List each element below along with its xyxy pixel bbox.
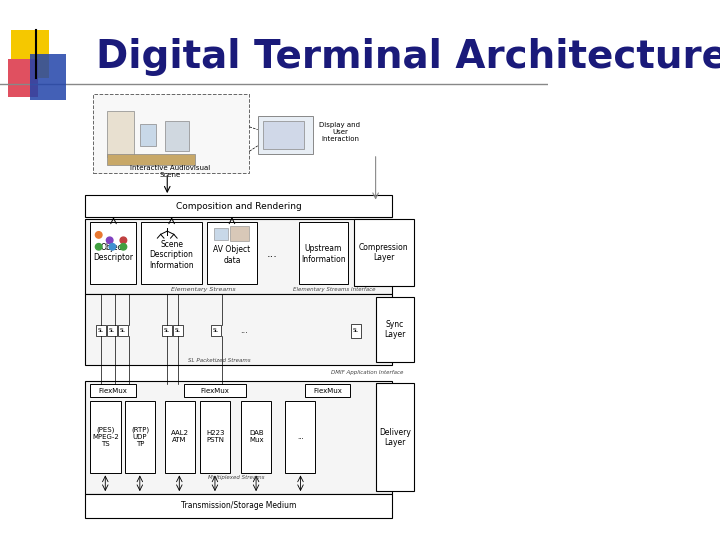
Text: (RTP)
UDP
TP: (RTP) UDP TP bbox=[131, 427, 149, 447]
Bar bbox=[173, 325, 183, 336]
Bar bbox=[299, 222, 348, 284]
Bar bbox=[85, 195, 392, 217]
Bar bbox=[107, 111, 135, 157]
Text: Object
Descriptor: Object Descriptor bbox=[94, 243, 133, 262]
Text: (PES)
MPEG-2
TS: (PES) MPEG-2 TS bbox=[92, 427, 119, 447]
Text: FlexMux: FlexMux bbox=[200, 388, 229, 394]
Bar bbox=[376, 383, 414, 491]
Text: Multiplexed Streams: Multiplexed Streams bbox=[207, 475, 264, 481]
Bar bbox=[85, 219, 392, 294]
Text: H223
PSTN: H223 PSTN bbox=[206, 430, 225, 443]
Text: Display and
User
Interaction: Display and User Interaction bbox=[320, 122, 361, 143]
Bar bbox=[164, 122, 189, 151]
Bar bbox=[85, 494, 392, 518]
Text: DMIF Application Interface: DMIF Application Interface bbox=[331, 370, 404, 375]
Circle shape bbox=[120, 237, 127, 244]
Bar bbox=[241, 401, 271, 472]
Circle shape bbox=[107, 237, 113, 244]
Text: Upstream
Information: Upstream Information bbox=[301, 244, 346, 264]
Bar bbox=[211, 325, 221, 336]
Bar bbox=[96, 325, 106, 336]
Text: SL: SL bbox=[353, 328, 359, 333]
Text: SL: SL bbox=[175, 328, 181, 333]
Bar bbox=[207, 222, 256, 284]
Bar bbox=[164, 401, 194, 472]
Circle shape bbox=[120, 244, 127, 250]
Circle shape bbox=[96, 232, 102, 238]
Text: AAL2
ATM: AAL2 ATM bbox=[171, 430, 189, 443]
Text: FlexMux: FlexMux bbox=[99, 388, 127, 394]
Text: AV Object
data: AV Object data bbox=[213, 245, 251, 265]
Bar bbox=[93, 94, 250, 173]
Bar bbox=[91, 401, 121, 472]
Bar bbox=[85, 381, 392, 494]
Bar bbox=[230, 226, 250, 241]
Text: ...: ... bbox=[297, 434, 304, 440]
Bar bbox=[376, 297, 414, 362]
Text: SL: SL bbox=[98, 328, 104, 333]
Text: Transmission/Storage Medium: Transmission/Storage Medium bbox=[181, 502, 296, 510]
Bar bbox=[258, 116, 312, 154]
Bar bbox=[140, 124, 156, 146]
Text: Digital Terminal Architecture: Digital Terminal Architecture bbox=[96, 38, 720, 76]
Bar bbox=[91, 222, 136, 284]
Bar bbox=[91, 384, 136, 397]
Text: DAB
Mux: DAB Mux bbox=[249, 430, 264, 443]
Bar bbox=[162, 325, 171, 336]
Bar bbox=[11, 30, 50, 78]
Text: Delivery
Layer: Delivery Layer bbox=[379, 428, 410, 447]
Bar bbox=[125, 401, 156, 472]
Bar bbox=[264, 122, 305, 148]
Bar bbox=[354, 219, 414, 286]
Bar bbox=[141, 222, 202, 284]
Text: Scene
Description
Information: Scene Description Information bbox=[149, 240, 194, 270]
Text: Elementary Streams Interface: Elementary Streams Interface bbox=[293, 287, 376, 293]
Text: SL: SL bbox=[120, 328, 126, 333]
Bar bbox=[214, 228, 228, 240]
Bar bbox=[351, 324, 361, 338]
Text: Elementary Streams: Elementary Streams bbox=[171, 287, 235, 293]
Text: ...: ... bbox=[240, 326, 248, 335]
Bar bbox=[118, 325, 127, 336]
Bar bbox=[305, 384, 350, 397]
Text: ...: ... bbox=[267, 249, 278, 259]
Bar bbox=[184, 384, 246, 397]
Text: SL: SL bbox=[163, 328, 170, 333]
Text: Compression
Layer: Compression Layer bbox=[359, 243, 409, 262]
Text: Sync
Layer: Sync Layer bbox=[384, 320, 405, 339]
Circle shape bbox=[96, 244, 102, 250]
Text: SL: SL bbox=[109, 328, 114, 333]
Bar bbox=[107, 154, 194, 165]
Text: SL: SL bbox=[213, 328, 219, 333]
Bar bbox=[85, 294, 392, 364]
Bar bbox=[8, 59, 38, 97]
Bar bbox=[200, 401, 230, 472]
Text: SL Packetized Streams: SL Packetized Streams bbox=[188, 358, 251, 363]
Bar bbox=[30, 54, 66, 100]
Circle shape bbox=[109, 244, 116, 250]
Text: Interactive Audiovisual
Scene: Interactive Audiovisual Scene bbox=[130, 165, 210, 178]
Bar bbox=[107, 325, 117, 336]
Text: Composition and Rendering: Composition and Rendering bbox=[176, 202, 302, 211]
Text: FlexMux: FlexMux bbox=[313, 388, 342, 394]
Bar bbox=[285, 401, 315, 472]
